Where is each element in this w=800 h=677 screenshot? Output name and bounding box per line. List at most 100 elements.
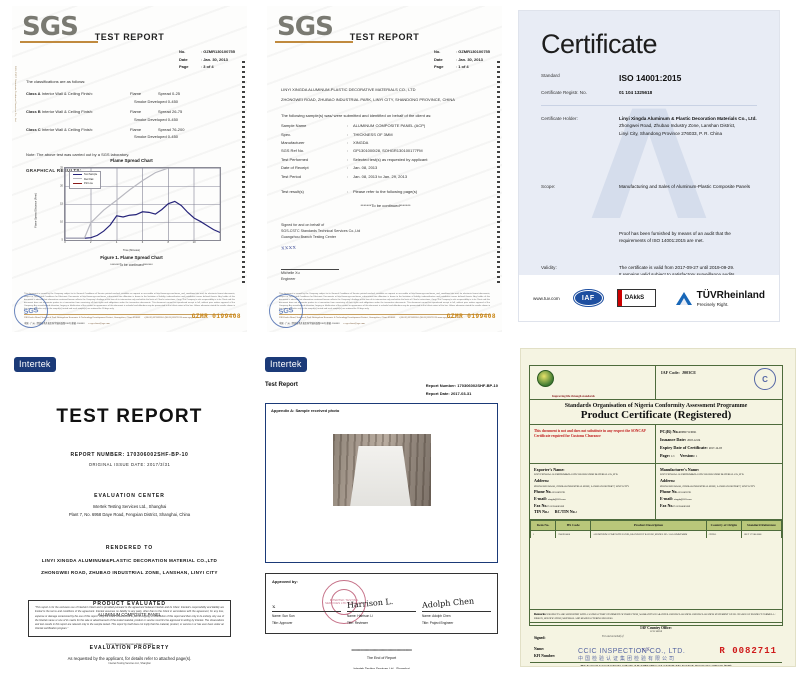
- section-heading: RENDERED TO: [105, 544, 154, 551]
- evaluation-property-section: EVALUATION PROPERTY As requested by the …: [14, 645, 245, 663]
- footer-address-cn: 中国 · 广州 · 经济技术开发区科学城科珠路198号 邮编: 510663 e…: [279, 323, 490, 326]
- classification-row: Class A Interior Wall & Ceiling Finish: F…: [26, 90, 235, 97]
- sgs-edge-marks: [242, 61, 245, 286]
- field-row: Test result(s): Please refer to the follo…: [281, 188, 490, 195]
- title-label: Title:: [422, 621, 429, 626]
- document-thumbnail-sgs-page3[interactable]: SGS TEST REPORT No.: GZMR130100755 Date:…: [0, 0, 255, 340]
- field-value: ALUMINUM COMPOSITE PANEL (ACP): [353, 123, 426, 129]
- meta-value: GZMR130100755: [203, 49, 235, 54]
- signature-line: [422, 611, 491, 613]
- certificate-footer: www.tuv.com IAF DAkkS TÜVRheinland Preci…: [519, 275, 779, 321]
- certificate-numbers: PC(R) No.R0082711/0021 Issuance Date: 20…: [656, 425, 782, 463]
- validity-label: Validity:: [541, 264, 557, 270]
- report-meta: No.: GZMR130100755 Date: Jan. 30, 2013 P…: [178, 49, 235, 70]
- manufacturer-fax: 0539-8085289: [675, 504, 691, 508]
- field-value: GP1301000I28, SOHGR130100177FM: [353, 148, 423, 154]
- field-value: Please refer to the following page(s): [353, 188, 418, 194]
- x-tick: 8: [167, 241, 169, 244]
- sgs-barcode-id: GZMR 0199408: [446, 313, 496, 320]
- footer-address: 198 Kezhu Road, Scientech Park Guangzhou…: [24, 317, 235, 320]
- class-param: Flame: [130, 126, 142, 132]
- certificate-serial-number: R 0082711: [719, 646, 777, 656]
- field-label: SGS Ref No.: [281, 148, 305, 154]
- signer-title: Approver: [279, 621, 293, 626]
- client-address: ZHONGWEI ROAD, ZHUBAO INDUSTRIAL PARK, L…: [281, 97, 455, 103]
- product-table: Item No. HS Code Product Description Cou…: [529, 520, 783, 538]
- signer-title: Engineer: [281, 277, 296, 282]
- issuance-date-value: 2018-12-04: [687, 438, 701, 442]
- remarks-label: Remarks:: [534, 611, 547, 616]
- evaluation-center-section: EVALUATION CENTER Intertek Testing Servi…: [14, 493, 245, 519]
- section-heading: EVALUATION PROPERTY: [89, 644, 170, 651]
- x-tick: 4: [115, 241, 118, 244]
- sgs-report-page-1: SGS TEST REPORT No.: GZMR130100755 Date:…: [267, 6, 502, 332]
- document-thumbnail-sgs-page1[interactable]: SGS TEST REPORT No.: GZMR130100755 Date:…: [255, 0, 510, 340]
- report-date: 2017-03-31: [450, 390, 472, 396]
- classification-intro: The classifications are as follows:: [26, 79, 86, 84]
- table-blank-space: [530, 538, 782, 610]
- end-of-report: The End of Report: [366, 656, 397, 661]
- exporter-phone-label: Phone No.: [534, 488, 552, 494]
- cell-item-no: 1: [529, 530, 557, 538]
- expiry-date-value: 2017-12-03: [708, 446, 722, 450]
- company-round-stamp: INTERTEK TESTING SERVICES LTD SHANGHAI: [322, 580, 366, 625]
- manufacturer-email-label: E-mail:: [660, 495, 673, 501]
- y-tick: 15: [60, 202, 63, 206]
- standard-value: ISO 14001:2015: [619, 73, 682, 83]
- class-sub: Smoke Developed 0-450: [134, 134, 179, 140]
- footer-address: 198 Kezhu Road, Scientech Park Guangzhou…: [279, 317, 490, 320]
- document-thumbnail-iso14001-certificate[interactable]: Λ Certificate Standard ISO 14001:2015 Ce…: [510, 0, 800, 340]
- title-label: Title:: [347, 621, 354, 626]
- field-label: Test result(s): [281, 188, 304, 194]
- tuv-website-link[interactable]: www.tuv.com: [533, 295, 560, 301]
- x-tick: 0: [64, 241, 66, 244]
- signer-name: Michelle Xu: [281, 271, 300, 276]
- flame-spread-chart: Flame Spread Chart Flame Spread Distance…: [35, 158, 225, 267]
- address-en: 198 Kezhu Road, Scientech Park Guangzhou…: [24, 317, 141, 320]
- manufacturer-phone-label: Phone No.: [660, 488, 678, 494]
- exporter-address: ZHONGWEI ROAD, ZHUBAO INDUSTRIAL ZONE, L…: [534, 484, 630, 488]
- exporter-email-label: E-mail:: [534, 495, 547, 501]
- son-logo-cell: Improving life through standards: [530, 366, 656, 399]
- chart-line-red-oak: [65, 168, 168, 238]
- certificate-frame: Improving life through standards IAF Cod…: [529, 365, 783, 666]
- approval-signature-box: Approved by: INTERTEK TESTING SERVICES L…: [265, 573, 498, 635]
- sample-photo: [332, 434, 431, 507]
- kfi-number-label: KFI Number:: [534, 654, 556, 659]
- document-thumbnail-intertek-appendix[interactable]: Intertek Test Report Report Number: 1703…: [255, 340, 510, 677]
- appendix-photo-frame: Appendix A: Sample received photo: [265, 403, 498, 564]
- signer-name: Adolph Chen: [432, 614, 451, 619]
- exporter-fax-label: Fax No.:: [534, 502, 549, 508]
- submitted-line: The following sample(s) was/ were submit…: [281, 112, 432, 118]
- document-thumbnail-soncap-certificate[interactable]: Improving life through standards IAF Cod…: [510, 340, 800, 677]
- address-cn: 中国 · 广州 · 经济技术开发区科学城科珠路198号 邮编: 510663: [279, 322, 340, 325]
- holder-address-1: Zhongwei Road, Zhubao Industry Zone, Lan…: [619, 123, 736, 129]
- expiry-date-label: Expiry Date of Certificate:: [660, 444, 708, 450]
- field-row: Date of Receipt: Jan. 08, 2013: [281, 164, 490, 171]
- document-thumbnail-intertek-cover[interactable]: Intertek TEST REPORT REPORT NUMBER: 1703…: [0, 340, 255, 677]
- sgs-logo: SGS: [20, 12, 98, 43]
- legend-label: Red Oak: [84, 177, 94, 181]
- field-label: Manufacturer: [281, 139, 305, 145]
- exporter-tin-label: TIN No.:: [534, 509, 550, 515]
- footer-disclaimer: This document is issued by the Company s…: [279, 293, 490, 316]
- certificate-heading: Certificate: [541, 29, 658, 59]
- meta-key: Page: [433, 64, 444, 70]
- scope-label: Scope:: [541, 183, 556, 189]
- class-sub: Smoke Developed 0-450: [134, 116, 179, 122]
- signer-title: Project Engineer: [429, 621, 454, 626]
- manufacturer-address-label: Address:: [660, 477, 676, 483]
- table-row: 1 7606910000 ALUMINIUM COMPOSITE PANEL,B…: [529, 530, 783, 538]
- standard-row: Standard ISO 14001:2015: [541, 72, 757, 85]
- legend-label: FSI Line: [84, 182, 93, 186]
- soncap-product-certificate: Improving life through standards IAF Cod…: [520, 348, 796, 667]
- approved-by-label: Approved by:: [272, 579, 298, 585]
- eval-center-line-2: Plant 7, No. 6958 Daye Road, Fengxian Di…: [68, 511, 191, 517]
- legend-swatch: [73, 182, 82, 184]
- meta-key: No.: [433, 49, 441, 54]
- manufacturer-address: ZHONGWEI ROAD, ZHUBAO INDUSTRIAL ZONE, L…: [660, 484, 756, 488]
- field-value: Selected test(s) as requested by applica…: [353, 156, 428, 162]
- intertek-logo: Intertek: [265, 357, 307, 372]
- brand-slogan: Precisely Right.: [696, 301, 729, 307]
- signature-line: [281, 269, 339, 271]
